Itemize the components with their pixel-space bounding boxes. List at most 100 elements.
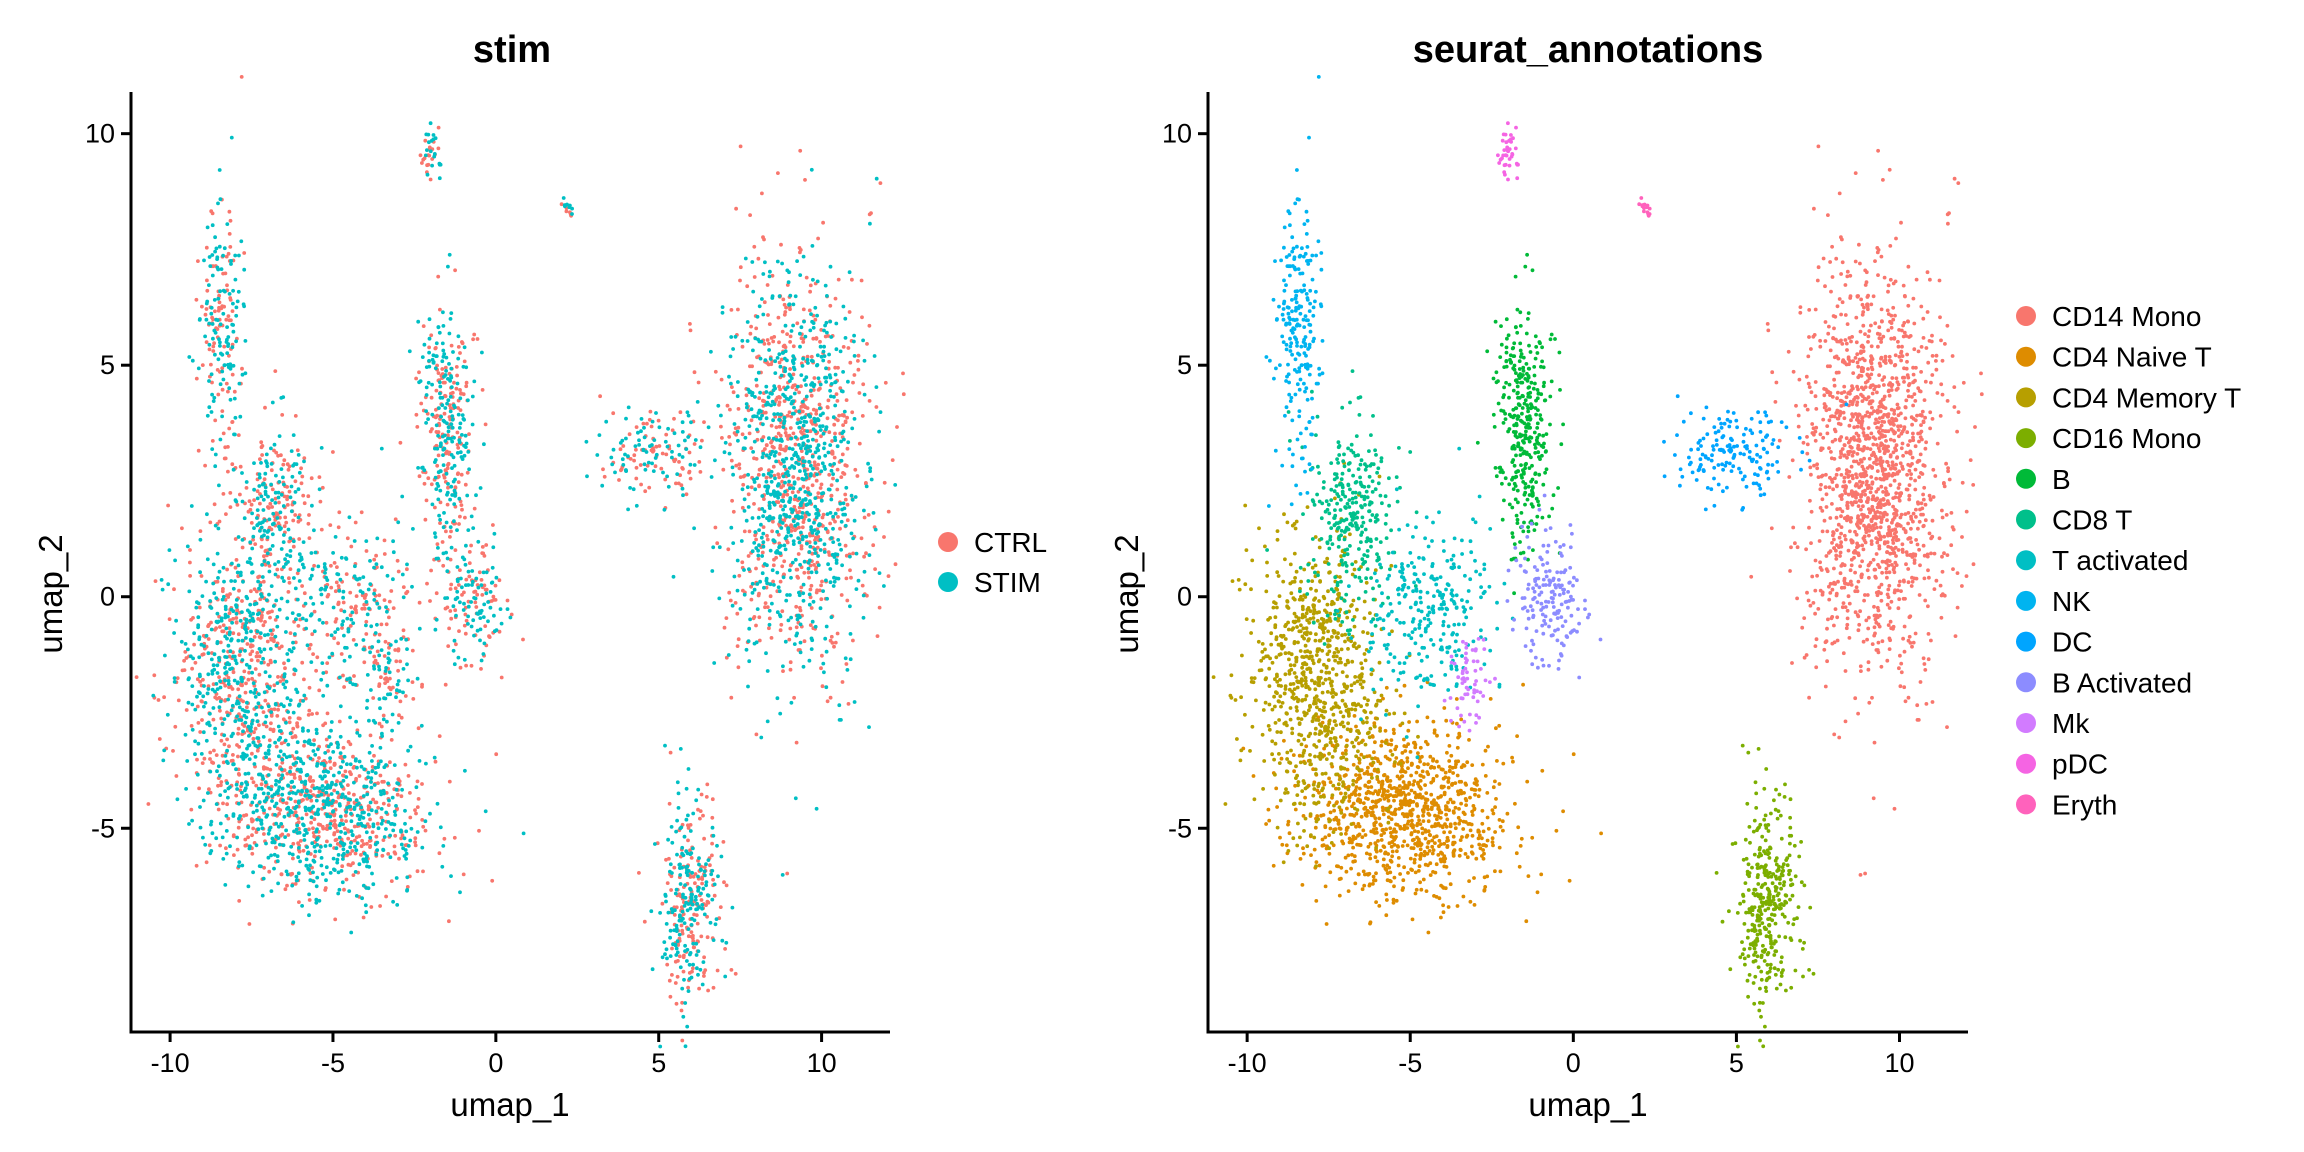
data-point (456, 356, 461, 361)
data-point (649, 909, 654, 914)
data-point (202, 644, 207, 648)
data-point (285, 599, 290, 604)
data-point (852, 518, 857, 523)
data-point (172, 587, 176, 592)
data-point (275, 791, 280, 795)
data-point (351, 861, 355, 866)
data-point (369, 905, 374, 909)
data-point (803, 514, 808, 519)
data-point (323, 751, 328, 755)
data-point (426, 476, 431, 481)
data-point (467, 561, 472, 565)
data-point (709, 349, 713, 354)
data-point (260, 594, 264, 599)
data-point (240, 638, 245, 643)
data-point (211, 336, 215, 341)
data-point (211, 317, 215, 322)
data-point (823, 453, 828, 458)
data-point (324, 780, 329, 784)
data-point (388, 855, 393, 860)
data-point (696, 972, 700, 977)
data-point (680, 466, 685, 470)
data-point (656, 418, 661, 423)
data-point (792, 465, 797, 469)
data-point (377, 606, 382, 610)
data-point (200, 761, 205, 765)
data-point (793, 435, 798, 440)
data-point (274, 834, 279, 839)
data-point (746, 639, 751, 644)
data-point (450, 417, 455, 422)
data-point (818, 339, 822, 344)
data-point (765, 338, 770, 342)
data-point (737, 573, 742, 578)
data-point (310, 712, 314, 716)
data-point (765, 283, 770, 287)
data-point (223, 789, 228, 793)
data-point (366, 587, 371, 592)
data-point (263, 620, 267, 624)
data-point (831, 584, 836, 588)
data-point (211, 399, 216, 403)
data-point (361, 794, 366, 798)
data-point (192, 631, 197, 636)
data-point (348, 715, 352, 720)
data-point (434, 423, 439, 428)
data-point (688, 886, 692, 891)
data-point (378, 904, 382, 908)
data-point (836, 365, 840, 370)
data-point (283, 557, 287, 562)
data-point (245, 642, 250, 646)
data-point (472, 506, 477, 511)
data-point (209, 849, 214, 853)
data-point (767, 608, 772, 613)
data-point (698, 816, 702, 821)
data-point (760, 191, 764, 196)
data-point (370, 744, 374, 748)
data-point (300, 562, 305, 567)
data-point (682, 834, 687, 839)
data-point (780, 564, 785, 569)
data-point (689, 856, 694, 860)
data-point (748, 364, 752, 369)
data-point (473, 589, 478, 594)
data-point (221, 565, 226, 570)
data-point (391, 550, 396, 555)
data-point (828, 388, 832, 393)
data-point (174, 774, 179, 778)
data-point (264, 796, 269, 801)
data-point (699, 898, 704, 902)
data-point (477, 828, 481, 833)
data-point (684, 817, 689, 822)
data-point (787, 514, 792, 519)
data-point (449, 311, 454, 315)
data-point (442, 511, 446, 515)
data-point (259, 461, 263, 465)
data-point (268, 615, 272, 620)
data-point (793, 523, 798, 528)
data-point (229, 708, 234, 713)
data-point (438, 391, 442, 396)
data-point (846, 379, 850, 384)
data-point (379, 724, 384, 729)
data-point (209, 410, 214, 414)
data-point (174, 618, 179, 623)
data-point (223, 883, 228, 887)
data-point (316, 564, 321, 569)
data-point (747, 659, 752, 664)
data-point (820, 424, 825, 428)
data-point (780, 479, 784, 484)
data-point (267, 569, 272, 574)
data-point (399, 828, 403, 833)
data-point (704, 862, 708, 867)
data-point (321, 788, 325, 793)
data-point (157, 737, 162, 741)
data-point (812, 563, 816, 567)
data-point (383, 639, 388, 644)
data-point (289, 649, 294, 654)
data-point (817, 406, 822, 411)
data-point (467, 432, 471, 436)
data-point (213, 695, 218, 700)
data-point (264, 841, 268, 846)
data-point (196, 601, 201, 606)
